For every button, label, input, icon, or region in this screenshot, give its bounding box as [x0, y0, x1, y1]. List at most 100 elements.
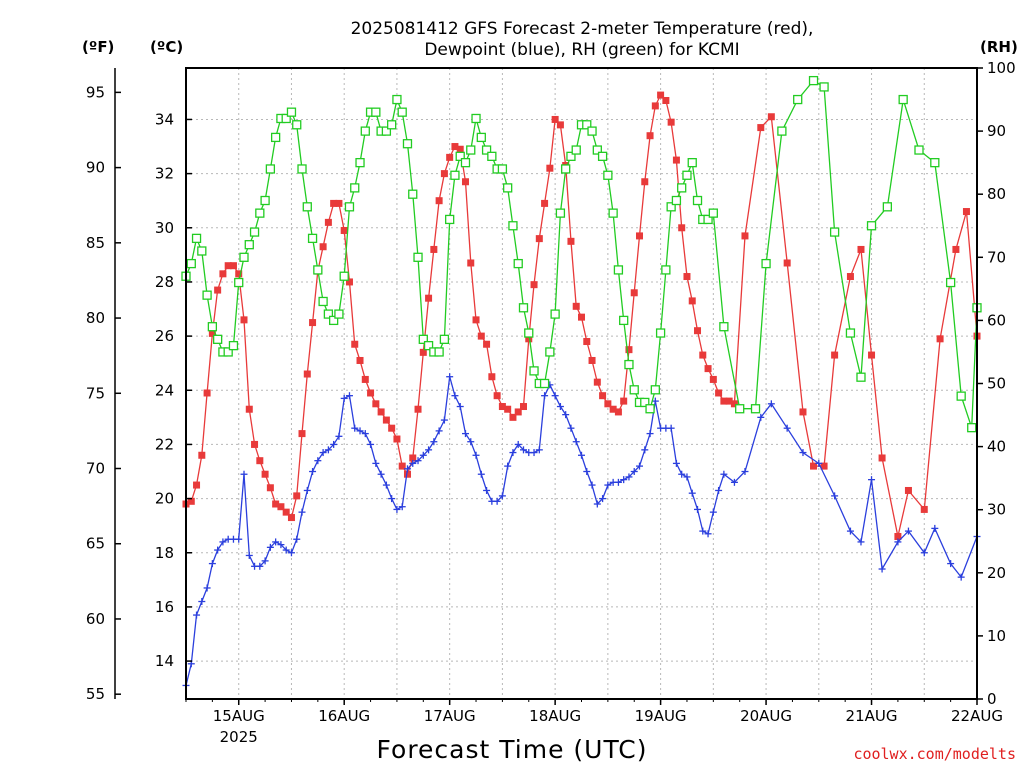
dewpoint-point [266, 543, 274, 551]
dewpoint-point [562, 411, 570, 419]
temperature-point [451, 143, 459, 151]
dewpoint-point [625, 473, 633, 481]
temperature-point [530, 281, 538, 289]
dewpoint-point [303, 486, 311, 494]
dewpoint-line [185, 376, 978, 686]
dewpoint-point [214, 546, 222, 554]
temperature-point [446, 153, 454, 161]
dewpoint-point [530, 449, 538, 457]
rh-point [323, 309, 334, 319]
rh-point [466, 145, 476, 155]
chart-title-line1: 2025081412 GFS Forecast 2-meter Temperat… [351, 19, 814, 39]
rh-point [239, 252, 249, 262]
rh-point [845, 328, 856, 338]
dewpoint-point [425, 446, 433, 454]
dewpoint-point [483, 486, 491, 494]
temperature-point [694, 327, 702, 335]
unit-label-fahrenheit: (ºF) [82, 38, 114, 56]
rh-point [392, 94, 402, 105]
dewpoint-point [477, 470, 485, 478]
celsius-tick-label: 28 [155, 273, 174, 291]
temperature-point [730, 400, 738, 408]
temperature-point [609, 405, 617, 413]
celsius-tick-label: 16 [155, 598, 174, 616]
rh-point [956, 391, 966, 401]
dewpoint-point [567, 424, 575, 432]
rh-point [608, 208, 618, 218]
temperature-point [340, 226, 348, 234]
x-axis-title: Forecast Time (UTC) [377, 735, 648, 764]
x-tick-label: 16AUG [318, 707, 370, 725]
dewpoint-point [741, 468, 749, 476]
rh-point [497, 164, 508, 174]
dewpoint-point [588, 481, 596, 489]
temperature-point [266, 484, 274, 492]
rh-point [550, 309, 560, 319]
temperature-point [651, 102, 659, 110]
dewpoint-point [208, 560, 216, 568]
dewpoint-point [446, 373, 454, 381]
temperature-point [345, 278, 353, 286]
temperature-point [715, 389, 723, 397]
rh-point [524, 328, 534, 338]
temperature-point [525, 335, 533, 343]
temperature-point [709, 375, 717, 383]
dewpoint-point [646, 430, 654, 438]
temperature-point [361, 375, 369, 383]
dewpoint-point [704, 530, 712, 538]
dewpoint-point [578, 451, 585, 459]
series-layer [181, 75, 982, 689]
dewpoint-point [504, 462, 512, 470]
dewpoint-point [403, 465, 411, 473]
x-tick-label: 17AUG [424, 707, 476, 725]
dewpoint-point [541, 392, 549, 400]
temperature-point [208, 329, 216, 337]
rh-point [371, 107, 381, 117]
rh-tick-label: 90 [987, 122, 1006, 140]
rh-point [402, 139, 413, 149]
temperature-point [868, 351, 876, 359]
temperature-point [583, 338, 591, 346]
dewpoint-point [467, 438, 475, 446]
rh-point [255, 208, 265, 218]
rh-point [603, 170, 613, 180]
rh-point [750, 404, 761, 414]
temperature-point [456, 145, 464, 153]
dewpoint-point [282, 546, 290, 554]
rh-point [260, 195, 270, 206]
temperature-point [324, 218, 332, 226]
temperature-point [224, 262, 232, 270]
rh-point [587, 126, 597, 136]
temperature-series [182, 91, 981, 541]
dewpoint-point [551, 392, 559, 400]
fahrenheit-tick-label: 60 [86, 610, 105, 628]
temperature-point [578, 313, 585, 321]
temperature-point [335, 199, 343, 207]
dewpoint-point [630, 468, 638, 476]
rh-point [286, 107, 297, 117]
rh-point [455, 151, 465, 161]
rh-tick-label: 40 [987, 438, 1006, 456]
dewpoint-point [345, 392, 353, 400]
rh-point [708, 208, 718, 218]
rh-point [661, 265, 671, 275]
temperature-point [419, 348, 427, 356]
celsius-tick-label: 24 [155, 381, 174, 399]
temperature-point [962, 208, 970, 216]
rh-point [882, 202, 893, 212]
dewpoint-point [894, 538, 902, 546]
temperature-point [936, 335, 944, 343]
fahrenheit-tick-label: 75 [86, 384, 105, 402]
dewpoint-point [931, 524, 939, 532]
temperature-point [636, 232, 644, 240]
rh-point [413, 252, 423, 262]
dewpoint-point [414, 457, 422, 465]
rh-point [829, 227, 840, 237]
temperature-point [599, 392, 607, 400]
rh-point [265, 164, 276, 174]
rh-point [350, 183, 360, 193]
temperature-point [625, 346, 633, 354]
rh-point [186, 258, 196, 269]
rh-point [945, 277, 956, 288]
temperature-point [799, 408, 807, 416]
